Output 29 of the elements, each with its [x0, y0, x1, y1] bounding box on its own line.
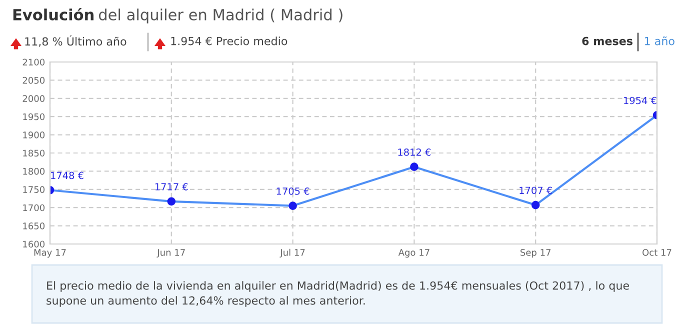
x-tick-label: Jun 17	[156, 249, 185, 258]
y-tick-label: 1650	[23, 222, 45, 230]
text: El precio medio de la vivienda en alquiler en Madrid(Madrid) es de 1.954€ mensuales (Oct 2017) , lo que supone un aumento del 12,64% respecto al mes anterior.	[46, 281, 629, 307]
y-tick-label: 2050	[22, 76, 45, 84]
y-tick-label: 1600	[23, 240, 45, 248]
y-tick-label: 1700	[23, 204, 45, 212]
x-tick-label: Jul 17	[280, 248, 305, 258]
y-tick-label: 1800	[23, 168, 45, 175]
y-tick-label: 1900	[23, 132, 45, 138]
data-label: 1717 €	[155, 183, 188, 190]
y-tick-label: 1750	[23, 186, 45, 193]
y-tick-label: 1850	[23, 150, 45, 157]
data-label: 1707 €	[520, 186, 552, 194]
text: 6 meses	[582, 36, 632, 46]
x-tick-label: Ago 17	[398, 249, 430, 258]
y-tick-label: 2000	[22, 95, 45, 102]
x-tick-label: May 17	[34, 249, 66, 258]
data-label: 1954 €	[624, 96, 656, 104]
data-label: 1812 €	[398, 148, 431, 156]
text: 1.954 € Precio medio	[171, 36, 288, 46]
y-tick-label: 1950	[23, 113, 45, 120]
y-tick-label: 2100	[22, 58, 45, 66]
text: 1 año	[644, 36, 674, 46]
data-label: 1705 €	[276, 187, 310, 195]
x-tick-label: Oct 17	[642, 249, 672, 256]
chart-title: Evolución del alquiler en Madrid ( Madrid )	[13, 8, 342, 24]
data-label: 1748 €	[51, 172, 84, 180]
x-tick-label: Sep 17	[520, 249, 551, 258]
text: 11,8 % Último año	[25, 35, 126, 47]
